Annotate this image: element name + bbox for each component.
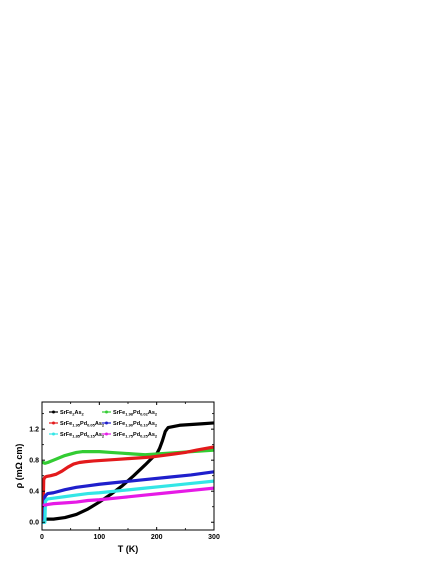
legend-label-part: 1.85: [72, 434, 81, 439]
legend-label-part: 2: [82, 412, 85, 417]
legend-label-part: As: [95, 432, 102, 438]
legend-label-part: Pd: [133, 432, 140, 438]
legend-label-part: As: [74, 410, 81, 416]
legend-label-4: SrFe1.85Pd0.15As2: [60, 432, 105, 439]
legend-label-part: 2: [155, 412, 158, 417]
y-axis-title: ρ (mΩ cm): [14, 444, 24, 489]
legend-marker-3: [105, 421, 108, 425]
legend-label-part: SrFe: [113, 432, 125, 438]
legend-label-1: SrFe1.98Pd0.02As2: [113, 410, 158, 417]
legend-label-part: 1.98: [125, 412, 134, 417]
legend-label-part: As: [148, 432, 155, 438]
legend-marker-1: [105, 410, 108, 414]
y-tick-label-0: 0.0: [29, 520, 39, 527]
legend-label-part: Pd: [80, 421, 87, 427]
y-tick-label-2: 0.8: [29, 458, 39, 465]
data-series-group: [42, 421, 214, 524]
legend-label-part: Pd: [80, 432, 87, 438]
legend-label-part: SrFe: [113, 421, 125, 427]
legend-label-part: 2: [102, 434, 105, 439]
legend-label-part: 0.10: [140, 423, 149, 428]
ticks-group: 0 100 200 300 0.0 0.4 0.8 1.2: [29, 402, 220, 541]
legend-marker-5: [105, 432, 108, 436]
series-line-2: [42, 445, 214, 524]
y-tick-label-1: 0.4: [29, 489, 39, 496]
legend-label-part: As: [148, 410, 155, 416]
legend-marker-4: [52, 432, 55, 436]
legend-label-part: 0.02: [140, 412, 149, 417]
x-tick-label-1: 100: [93, 534, 105, 541]
legend-label-part: 0.25: [140, 434, 149, 439]
legend-label-0: SrFe2As2: [60, 410, 85, 417]
x-tick-label-0: 0: [40, 534, 44, 541]
legend-label-3: SrFe1.90Pd0.10As2: [113, 421, 158, 428]
legend-marker-0: [52, 410, 55, 414]
legend-label-part: 0.15: [87, 434, 96, 439]
legend-label-part: SrFe: [60, 421, 72, 427]
legend-label-2: SrFe1.95Pd0.05As2: [60, 421, 105, 428]
legend-label-part: 1.95: [72, 423, 81, 428]
legend-label-part: Pd: [133, 421, 140, 427]
x-axis-title: T (K): [118, 544, 139, 554]
legend-label-5: SrFe1.75Pd0.25As2: [113, 432, 158, 439]
legend-label-part: 0.05: [87, 423, 96, 428]
legend-label-part: Pd: [133, 410, 140, 416]
y-tick-label-3: 1.2: [29, 427, 39, 434]
legend-label-part: As: [95, 421, 102, 427]
legend-label-part: 2: [72, 412, 75, 417]
legend-label-part: 1.75: [125, 434, 134, 439]
legend-label-part: SrFe: [60, 432, 72, 438]
series-line-0: [42, 421, 214, 521]
x-tick-label-3: 300: [208, 534, 220, 541]
legend-label-part: 2: [102, 423, 105, 428]
series-line-4: [42, 479, 214, 524]
series-line-3: [42, 470, 214, 524]
legend: SrFe2As2 SrFe1.98Pd0.02As2SrFe1.95Pd0.05A…: [49, 410, 158, 439]
legend-marker-2: [52, 421, 55, 425]
legend-label-part: 2: [155, 434, 158, 439]
legend-label-part: SrFe: [113, 410, 125, 416]
legend-label-part: 2: [155, 423, 158, 428]
series-line-5: [42, 486, 214, 507]
x-tick-label-2: 200: [151, 534, 163, 541]
legend-label-part: 1.90: [125, 423, 134, 428]
legend-label-part: SrFe: [60, 410, 72, 416]
legend-label-part: As: [148, 421, 155, 427]
